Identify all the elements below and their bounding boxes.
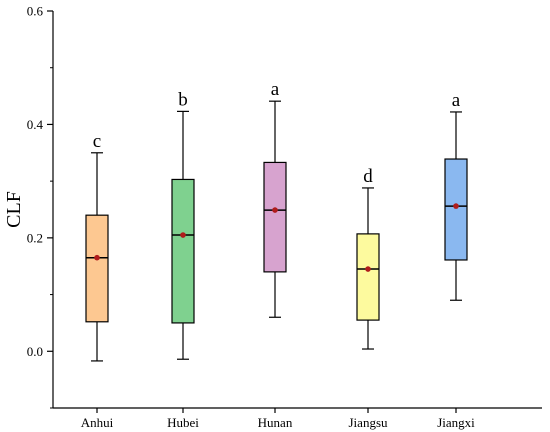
significance-letter: c <box>93 131 101 152</box>
box-group-jiangxi <box>444 111 468 301</box>
box-group-anhui <box>85 152 109 362</box>
mean-marker <box>94 254 100 261</box>
box-iqr <box>444 158 468 261</box>
y-tick-label: 0.6 <box>27 4 44 19</box>
y-tick-label: 0.0 <box>27 344 43 359</box>
box-group-hubei <box>171 110 195 360</box>
mean-marker <box>272 207 278 213</box>
y-tick-label: 0.4 <box>27 117 44 132</box>
box-group-jiangsu <box>356 187 380 350</box>
box-group-hunan <box>263 100 287 318</box>
box-iqr <box>171 178 195 324</box>
y-tick-label: 0.2 <box>27 230 43 245</box>
axes-layer: 0.0 0.2 0.4 0.6 CLF <box>3 4 542 413</box>
labels-layer: c Anhui b Hubei a Hunan d Jiangsu a Jiangxi <box>81 79 475 430</box>
y-axis-title: CLF <box>3 191 25 228</box>
mean-marker <box>365 266 371 272</box>
boxes-layer <box>85 100 468 362</box>
significance-letter: a <box>452 90 461 111</box>
box-iqr <box>356 233 380 321</box>
x-tick-label: Jiangsu <box>349 415 389 430</box>
x-tick-label: Jiangxi <box>437 415 475 430</box>
x-tick-label: Anhui <box>81 415 114 430</box>
significance-letter: d <box>363 166 373 187</box>
mean-marker <box>453 203 459 209</box>
mean-marker <box>180 232 186 238</box>
box-iqr <box>85 214 109 323</box>
x-tick-label: Hubei <box>167 415 199 430</box>
significance-letter: a <box>271 79 280 100</box>
significance-letter: b <box>178 89 188 110</box>
x-tick-label: Hunan <box>258 415 293 430</box>
box-iqr <box>263 161 287 273</box>
